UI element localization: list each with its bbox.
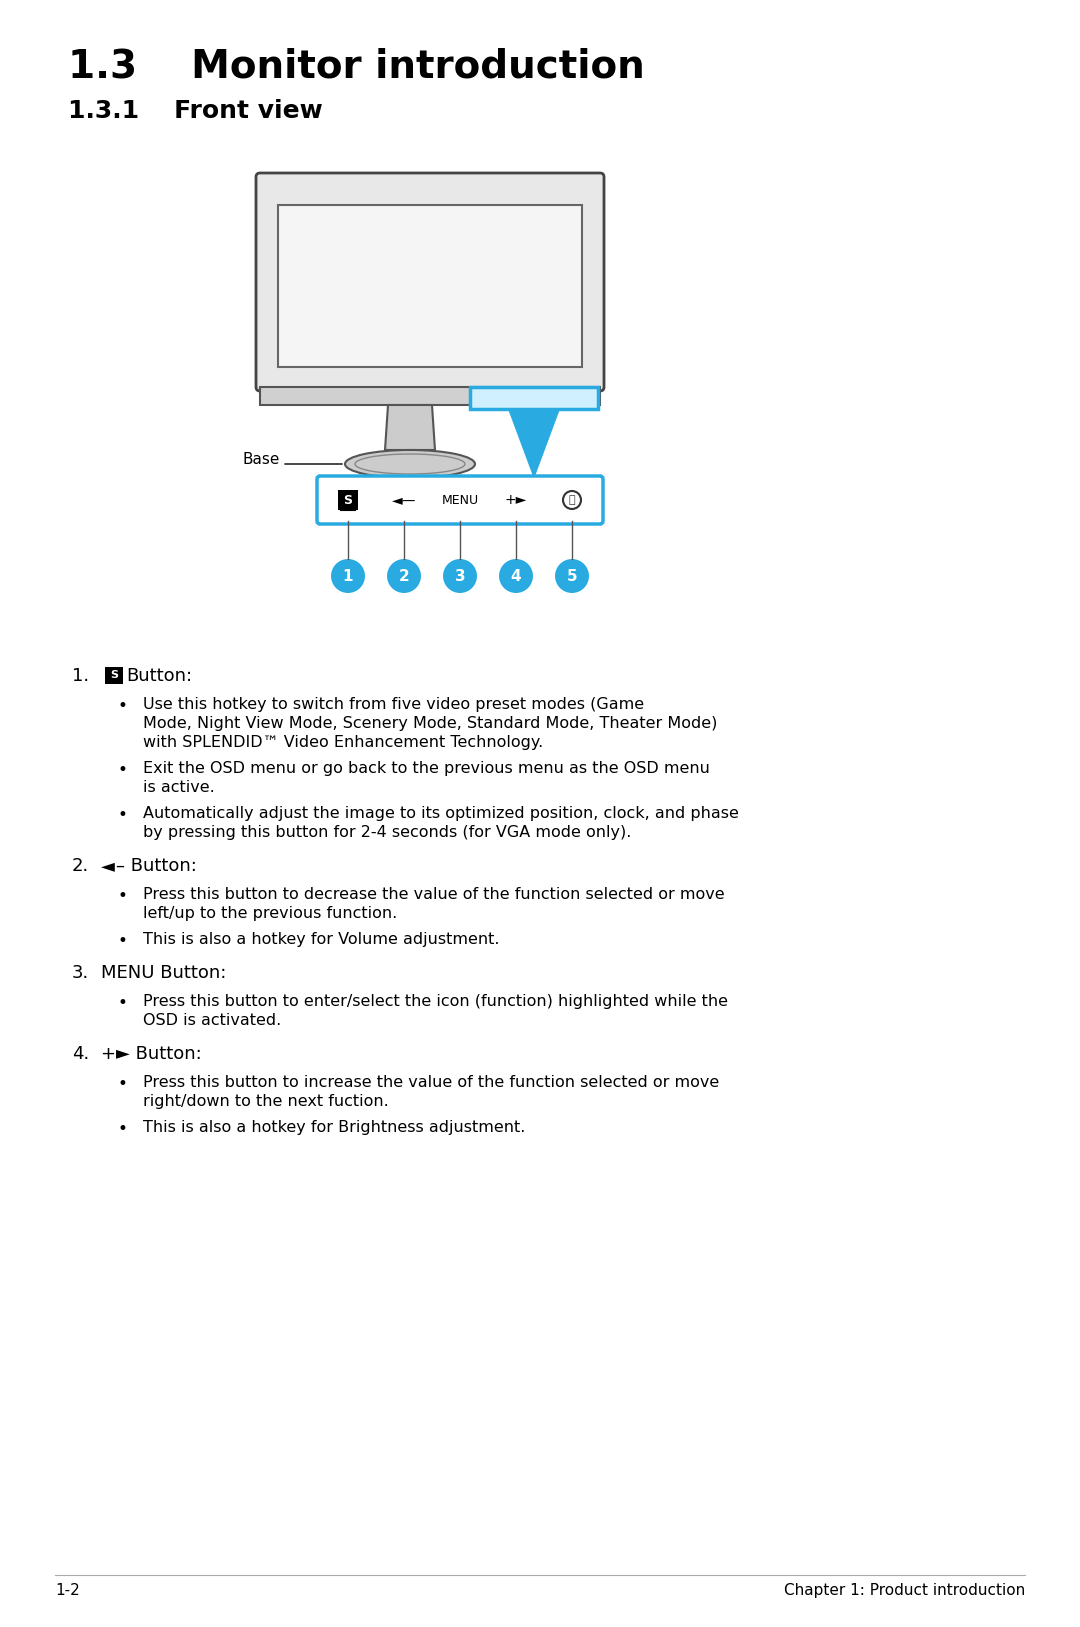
Text: This is also a hotkey for Volume adjustment.: This is also a hotkey for Volume adjustm…: [143, 932, 499, 947]
Ellipse shape: [355, 454, 465, 473]
Text: ⏻: ⏻: [569, 495, 576, 504]
Circle shape: [555, 560, 589, 592]
Text: MENU: MENU: [442, 493, 478, 506]
Text: Press this button to increase the value of the function selected or move: Press this button to increase the value …: [143, 1075, 719, 1090]
Ellipse shape: [345, 451, 475, 478]
Polygon shape: [508, 408, 561, 478]
Circle shape: [443, 560, 477, 592]
Text: left/up to the previous function.: left/up to the previous function.: [143, 906, 397, 921]
Text: •: •: [118, 696, 127, 714]
Text: ◄: ◄: [102, 857, 114, 875]
Text: 2: 2: [399, 568, 409, 584]
Text: by pressing this button for 2-4 seconds (for VGA mode only).: by pressing this button for 2-4 seconds …: [143, 825, 632, 840]
Text: •: •: [118, 1075, 127, 1093]
Text: This is also a hotkey for Brightness adjustment.: This is also a hotkey for Brightness adj…: [143, 1119, 525, 1136]
Text: 3: 3: [455, 568, 465, 584]
Text: •: •: [118, 932, 127, 950]
FancyBboxPatch shape: [105, 667, 123, 683]
Text: 1: 1: [342, 568, 353, 584]
Text: +►: +►: [504, 493, 527, 508]
FancyBboxPatch shape: [278, 205, 582, 368]
Text: Base: Base: [243, 452, 280, 467]
Text: 1.3.1    Front view: 1.3.1 Front view: [68, 99, 323, 124]
FancyBboxPatch shape: [470, 387, 598, 408]
Text: is active.: is active.: [143, 779, 215, 796]
Text: Chapter 1: Product introduction: Chapter 1: Product introduction: [784, 1583, 1025, 1598]
Text: +► Button:: +► Button:: [102, 1045, 202, 1062]
Circle shape: [387, 560, 421, 592]
Text: Use this hotkey to switch from five video preset modes (Game: Use this hotkey to switch from five vide…: [143, 696, 644, 713]
Text: 1.3    Monitor introduction: 1.3 Monitor introduction: [68, 47, 645, 85]
Text: •: •: [118, 805, 127, 823]
Circle shape: [499, 560, 534, 592]
Text: right/down to the next fuction.: right/down to the next fuction.: [143, 1093, 389, 1110]
Circle shape: [330, 560, 365, 592]
Text: 5: 5: [567, 568, 578, 584]
Text: •: •: [118, 1119, 127, 1137]
Text: Press this button to enter/select the icon (function) highlighted while the: Press this button to enter/select the ic…: [143, 994, 728, 1009]
Text: •: •: [118, 761, 127, 779]
Text: 2.: 2.: [72, 857, 90, 875]
Text: – Button:: – Button:: [116, 857, 197, 875]
FancyBboxPatch shape: [256, 172, 604, 390]
Text: 1-2: 1-2: [55, 1583, 80, 1598]
Text: Press this button to decrease the value of the function selected or move: Press this button to decrease the value …: [143, 887, 725, 901]
Text: Exit the OSD menu or go back to the previous menu as the OSD menu: Exit the OSD menu or go back to the prev…: [143, 761, 710, 776]
FancyBboxPatch shape: [338, 490, 357, 509]
Text: Button:: Button:: [126, 667, 192, 685]
Text: Mode, Night View Mode, Scenery Mode, Standard Mode, Theater Mode): Mode, Night View Mode, Scenery Mode, Sta…: [143, 716, 717, 731]
Text: •: •: [118, 994, 127, 1012]
Text: •: •: [118, 887, 127, 905]
Text: 4.: 4.: [72, 1045, 90, 1062]
Text: MENU Button:: MENU Button:: [102, 965, 227, 983]
Text: 3.: 3.: [72, 965, 90, 983]
Polygon shape: [384, 405, 435, 451]
Text: S: S: [343, 493, 352, 506]
Text: Automatically adjust the image to its optimized position, clock, and phase: Automatically adjust the image to its op…: [143, 805, 739, 822]
Text: ◄—: ◄—: [392, 493, 416, 508]
Text: 1.: 1.: [72, 667, 90, 685]
FancyBboxPatch shape: [260, 387, 600, 405]
FancyBboxPatch shape: [318, 477, 603, 524]
Circle shape: [563, 491, 581, 509]
Text: 4: 4: [511, 568, 522, 584]
Text: with SPLENDID™ Video Enhancement Technology.: with SPLENDID™ Video Enhancement Technol…: [143, 735, 543, 750]
Text: OSD is activated.: OSD is activated.: [143, 1014, 281, 1028]
Text: S: S: [110, 670, 118, 680]
